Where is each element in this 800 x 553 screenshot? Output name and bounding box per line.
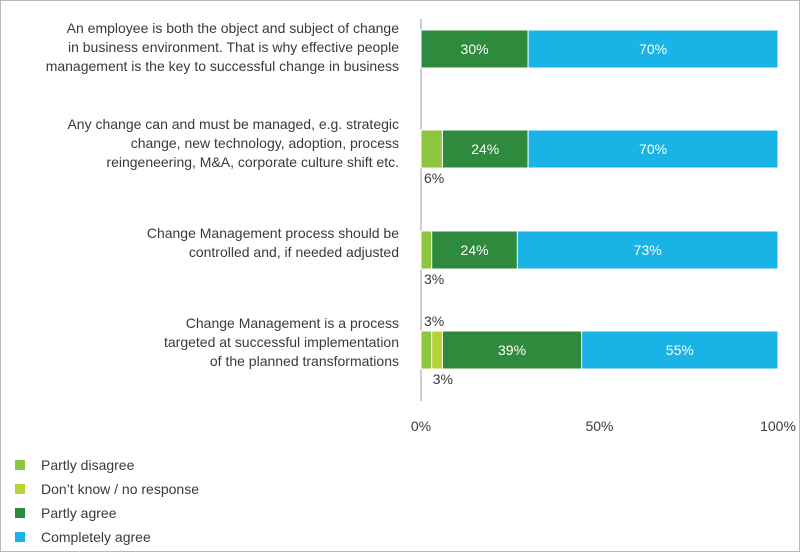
legend-item: Completely agree [15,525,199,549]
bar-segment [420,129,443,169]
x-tick-label: 0% [411,418,431,434]
legend: Partly disagree Don’t know / no response P… [15,453,199,549]
legend-swatch [15,484,25,494]
legend-item: Partly disagree [15,453,199,477]
category-label-line: reingeneering, M&A, corporate culture sh… [106,154,399,170]
legend-swatch [15,508,25,518]
data-label: 73% [634,242,662,258]
data-label: 24% [471,141,499,157]
legend-item: Partly agree [15,501,199,525]
x-tick-label: 100% [760,418,796,434]
category-label-line: in business environment. That is why eff… [68,39,399,55]
data-label: 70% [639,41,667,57]
x-tick-label: 50% [585,418,613,434]
category-label: Change Management process should be contr… [147,225,399,260]
legend-label: Completely agree [41,529,151,545]
category-label-line: controlled and, if needed adjusted [189,244,399,260]
data-label: 6% [424,170,444,186]
data-label: 30% [461,41,489,57]
bar-segment [431,230,518,270]
category-label-line: targeted at successful implementation [164,334,399,350]
category-label-line: Change Management process should be [147,225,399,241]
category-label: An employee is both the object and subje… [46,20,400,74]
category-label: Any change can and must be managed, e.g.… [67,116,399,170]
data-label: 3% [433,371,453,387]
category-label-line: Change Management is a process [186,315,399,331]
bar-segment [441,129,529,169]
legend-swatch [15,460,25,470]
category-label-line: management is the key to successful chan… [46,58,399,74]
data-label: 39% [498,342,526,358]
data-label: 24% [461,242,489,258]
bar-segment [516,230,779,270]
legend-label: Partly agree [41,505,117,521]
category-label-line: change, new technology, adoption, proces… [131,135,399,151]
data-label: 55% [666,342,694,358]
legend-item: Don’t know / no response [15,477,199,501]
category-label-line: Any change can and must be managed, e.g.… [67,116,399,132]
bar-segment [420,29,529,69]
category-label: Change Management is a process targeted a… [164,315,399,369]
legend-label: Don’t know / no response [41,481,199,497]
bar-segment [420,230,433,270]
bar-segment [431,330,443,370]
bar-segment [581,330,779,370]
legend-label: Partly disagree [41,457,135,473]
data-label: 3% [424,271,444,287]
data-label: 70% [639,141,667,157]
bar-segment [527,129,779,169]
category-label-line: An employee is both the object and subje… [67,20,400,36]
data-label: 3% [424,313,444,329]
bar-segment [527,29,779,69]
bar-segment [420,330,433,370]
legend-swatch [15,532,25,542]
category-label-line: of the planned transformations [210,353,399,369]
